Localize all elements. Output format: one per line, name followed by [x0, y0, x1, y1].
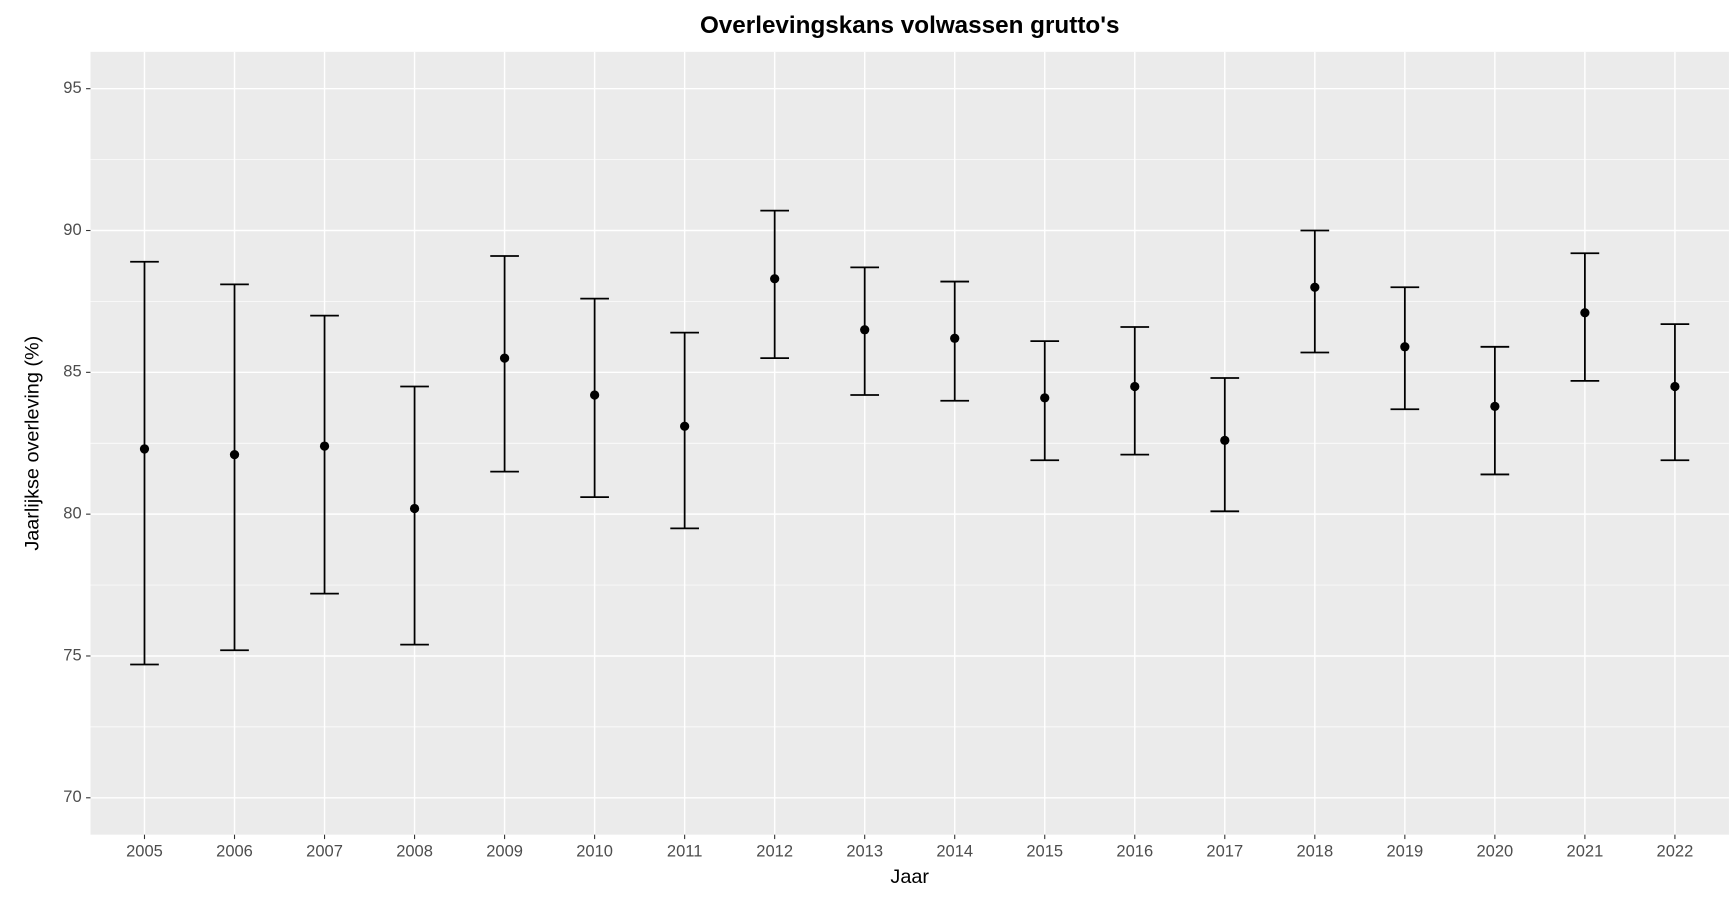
- point: [409, 503, 420, 514]
- y-tick-label: 95: [63, 78, 81, 97]
- point: [860, 325, 870, 335]
- x-tick-label: 2013: [846, 842, 883, 861]
- y-axis-label: Jaarlijkse overleving (%): [21, 336, 43, 551]
- y-tick-label: 75: [63, 645, 81, 664]
- x-tick-label: 2007: [306, 842, 343, 861]
- x-tick-label: 2017: [1206, 842, 1243, 861]
- point: [229, 449, 240, 460]
- y-tick-label: 90: [63, 220, 81, 239]
- chart-title: Overlevingskans volwassen grutto's: [700, 12, 1120, 39]
- x-tick-label: 2015: [1026, 842, 1063, 861]
- point: [1400, 342, 1410, 352]
- point: [1580, 308, 1590, 318]
- point: [499, 353, 510, 363]
- point: [319, 441, 330, 451]
- point: [1220, 435, 1230, 446]
- y-tick-label: 70: [63, 787, 81, 806]
- x-tick-label: 2011: [667, 842, 703, 861]
- x-tick-label: 2021: [1567, 842, 1604, 861]
- point: [139, 444, 150, 454]
- x-axis-label: Jaar: [890, 866, 929, 888]
- point: [589, 390, 600, 400]
- point: [770, 274, 780, 284]
- x-tick-label: 2012: [756, 842, 793, 861]
- x-tick-label: 2008: [396, 842, 433, 861]
- point: [950, 333, 960, 343]
- point: [680, 421, 690, 431]
- y-tick-label: 80: [63, 504, 81, 523]
- x-tick-label: 2010: [576, 842, 613, 861]
- x-tick-label: 2006: [216, 842, 253, 861]
- x-tick-label: 2014: [936, 842, 973, 861]
- point: [1490, 401, 1500, 412]
- x-tick-label: 2018: [1296, 842, 1333, 861]
- x-tick-label: 2016: [1116, 842, 1153, 861]
- x-tick-label: 2019: [1386, 842, 1423, 861]
- x-tick-label: 2009: [486, 842, 523, 861]
- point: [1130, 381, 1140, 392]
- x-tick-label: 2022: [1657, 842, 1694, 861]
- x-tick-label: 2005: [126, 842, 163, 861]
- x-tick-label: 2020: [1476, 842, 1513, 861]
- point: [1670, 381, 1680, 392]
- point: [1040, 393, 1050, 403]
- y-tick-label: 85: [63, 362, 81, 381]
- point: [1310, 282, 1320, 292]
